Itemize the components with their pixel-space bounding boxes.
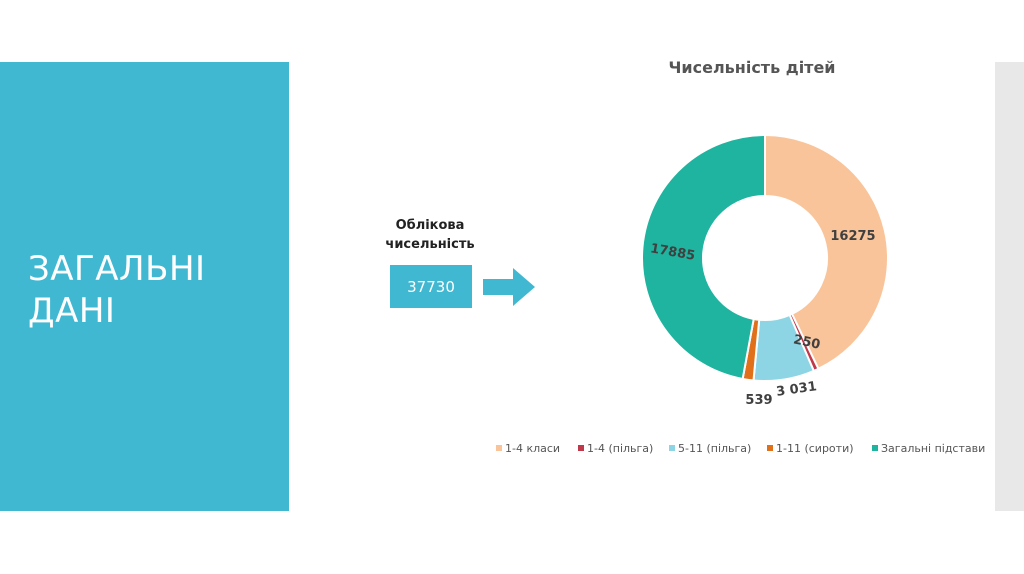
- legend-label-4: 1-11 (сироти): [776, 442, 854, 455]
- legend-label-1: 1-4 класи: [505, 442, 560, 455]
- legend-label-2: 1-4 (пільга): [587, 442, 653, 455]
- side-panel: ЗАГАЛЬНІ ДАНІ: [0, 62, 289, 511]
- headcount-label: Облікова чисельність: [385, 218, 475, 252]
- legend-label-5: Загальні підстави: [881, 442, 985, 455]
- right-edge-strip: [995, 62, 1024, 511]
- legend-swatch-3: [669, 445, 675, 451]
- legend-swatch-5: [872, 445, 878, 451]
- slide-title: ЗАГАЛЬНІ ДАНІ: [28, 249, 206, 331]
- right-arrow-icon: [483, 268, 535, 306]
- legend-swatch-4: [767, 445, 773, 451]
- chart-slices: [641, 133, 889, 382]
- headcount-value-box: 37730: [390, 265, 472, 308]
- data-label-1: 16275: [830, 229, 875, 244]
- data-label-2: 250: [792, 332, 822, 352]
- slice-5: [641, 133, 766, 381]
- right-arrow-shape: [483, 268, 535, 306]
- legend-label-3: 5-11 (пільга): [678, 442, 751, 455]
- legend-swatch-2: [578, 445, 584, 451]
- chart-legend: 1-4 класи 1-4 (пільга) 5-11 (пільга) 1-11 (…: [496, 442, 985, 455]
- chart-title: Чисельність дітей: [668, 58, 835, 77]
- data-label-4: 539: [745, 393, 772, 408]
- legend-swatch-1: [496, 445, 502, 451]
- slice-1: [764, 133, 889, 371]
- data-label-3: 3 031: [775, 379, 817, 400]
- headcount-value: 37730: [407, 277, 455, 296]
